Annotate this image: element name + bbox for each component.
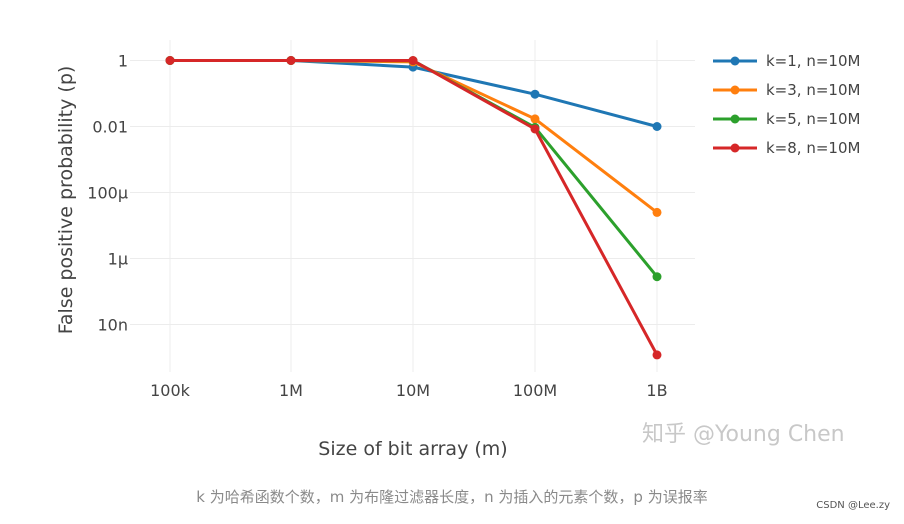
legend-item[interactable]: k=8, n=10M <box>713 139 860 157</box>
data-point <box>652 350 662 360</box>
data-point <box>652 122 662 131</box>
data-point <box>286 56 296 65</box>
x-tick-label: 100M <box>513 381 557 400</box>
legend-label: k=1, n=10M <box>766 52 860 70</box>
x-axis-title: Size of bit array (m) <box>318 438 507 460</box>
watermark: 知乎 @Young Chen <box>642 422 845 447</box>
legend-item[interactable]: k=3, n=10M <box>713 81 860 99</box>
data-point <box>652 207 662 217</box>
data-point <box>530 89 540 99</box>
legend-label: k=8, n=10M <box>766 139 860 157</box>
line-chart: 100k 1M 10M 100M 1B 1 0.01 100μ 1μ 10n Size of b… <box>55 40 860 460</box>
legend-swatch-marker <box>730 56 740 66</box>
data-point <box>530 114 540 124</box>
series-4 <box>165 56 662 360</box>
x-tick-labels: 100k 1M 10M 100M 1B <box>150 381 667 400</box>
figure-caption: k 为哈希函数个数，m 为布隆过滤器长度，n 为插入的元素个数，p 为误报率 <box>196 488 708 506</box>
x-tick-label: 10M <box>396 381 430 400</box>
y-tick-label: 1 <box>118 52 128 71</box>
legend-swatch-marker <box>730 143 740 153</box>
legend-item[interactable]: k=5, n=10M <box>713 110 860 128</box>
legend-label: k=3, n=10M <box>766 81 860 99</box>
legend-swatch-marker <box>730 85 740 95</box>
grid-lines <box>130 40 695 372</box>
y-tick-label: 1μ <box>108 250 128 269</box>
x-tick-label: 100k <box>150 381 191 400</box>
data-point <box>652 272 662 282</box>
x-tick-label: 1B <box>646 381 667 400</box>
data-point <box>165 56 175 65</box>
legend-item[interactable]: k=1, n=10M <box>713 52 860 70</box>
y-tick-labels: 1 0.01 100μ 1μ 10n <box>87 52 128 335</box>
legend[interactable]: k=1, n=10M k=3, n=10M k=5, n=10M k=8, n=10M <box>713 52 860 157</box>
y-tick-label: 0.01 <box>92 118 128 137</box>
y-tick-label: 100μ <box>87 184 128 203</box>
x-tick-label: 1M <box>279 381 303 400</box>
data-point <box>530 124 540 134</box>
legend-swatch-marker <box>730 114 740 124</box>
y-tick-label: 10n <box>98 316 129 335</box>
legend-label: k=5, n=10M <box>766 110 860 128</box>
source-credit: CSDN @Lee.zy <box>816 500 890 511</box>
data-point <box>408 56 418 65</box>
series-layer <box>165 56 662 360</box>
y-axis-title: False positive probability (p) <box>55 66 77 335</box>
